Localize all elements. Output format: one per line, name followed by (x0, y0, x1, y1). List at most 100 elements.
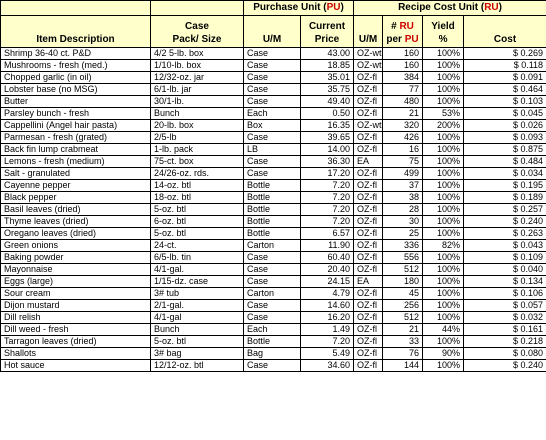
cost-cell[interactable]: $ 0.161 (463, 323, 546, 336)
ru-per-pu-cell[interactable]: 33 (382, 335, 424, 348)
current-price-cell[interactable]: 14.00 (299, 143, 355, 156)
ru-per-pu-cell[interactable]: 76 (382, 347, 424, 360)
ru-per-pu-cell[interactable]: 45 (382, 287, 424, 300)
um-purchase-cell[interactable]: Case (243, 59, 301, 72)
um-recipe-cell[interactable]: EA (353, 275, 384, 288)
um-recipe-cell[interactable]: OZ-fl (353, 203, 384, 216)
current-price-cell[interactable]: 7.20 (299, 335, 355, 348)
um-purchase-cell[interactable]: Bottle (243, 335, 301, 348)
current-price-cell[interactable]: 60.40 (299, 251, 355, 264)
cost-cell[interactable]: $ 0.080 (463, 347, 546, 360)
current-price-cell[interactable]: 0.50 (299, 107, 355, 120)
ru-per-pu-cell[interactable]: 499 (382, 167, 424, 180)
cost-cell[interactable]: $ 0.091 (463, 71, 546, 84)
cost-cell[interactable]: $ 0.189 (463, 191, 546, 204)
ru-per-pu-cell[interactable]: 480 (382, 95, 424, 108)
item-description-cell[interactable]: Salt - granulated (0, 167, 151, 180)
case-pack-cell[interactable]: 24/26-oz. rds. (150, 167, 244, 180)
item-description-cell[interactable]: Mushrooms - fresh (med.) (0, 59, 151, 72)
current-price-cell[interactable]: 7.20 (299, 203, 355, 216)
current-price-cell[interactable]: 5.49 (299, 347, 355, 360)
ru-per-pu-cell[interactable]: 75 (382, 155, 424, 168)
case-pack-header[interactable]: Case Pack/ Size (150, 15, 244, 48)
um-recipe-cell[interactable]: OZ-wt (353, 119, 384, 132)
ru-per-pu-cell[interactable]: 256 (382, 299, 424, 312)
item-description-cell[interactable]: Sour cream (0, 287, 151, 300)
header-blank-cell[interactable] (0, 0, 151, 16)
cost-cell[interactable]: $ 0.118 (463, 59, 546, 72)
um-purchase-cell[interactable]: Each (243, 323, 301, 336)
ru-per-pu-cell[interactable]: 512 (382, 311, 424, 324)
current-price-cell[interactable]: 6.57 (299, 227, 355, 240)
um-purchase-cell[interactable]: Case (243, 275, 301, 288)
ru-per-pu-cell[interactable]: 28 (382, 203, 424, 216)
yield-cell[interactable]: 53% (422, 107, 465, 120)
ru-per-pu-cell[interactable]: 384 (382, 71, 424, 84)
item-description-cell[interactable]: Shallots (0, 347, 151, 360)
case-pack-cell[interactable]: 3# tub (150, 287, 244, 300)
cost-cell[interactable]: $ 0.484 (463, 155, 546, 168)
case-pack-cell[interactable]: 1/15-dz. case (150, 275, 244, 288)
current-price-cell[interactable]: 43.00 (299, 47, 355, 60)
um-recipe-cell[interactable]: OZ-fl (353, 227, 384, 240)
yield-cell[interactable]: 100% (422, 299, 465, 312)
item-description-cell[interactable]: Green onions (0, 239, 151, 252)
item-description-cell[interactable]: Oregano leaves (dried) (0, 227, 151, 240)
case-pack-cell[interactable]: 30/1-lb. (150, 95, 244, 108)
um-purchase-cell[interactable]: Box (243, 119, 301, 132)
current-price-cell[interactable]: 1.49 (299, 323, 355, 336)
item-description-cell[interactable]: Mayonnaise (0, 263, 151, 276)
um-purchase-cell[interactable]: Bottle (243, 203, 301, 216)
item-description-cell[interactable]: Chopped garlic (in oil) (0, 71, 151, 84)
yield-cell[interactable]: 100% (422, 227, 465, 240)
um-purchase-cell[interactable]: Case (243, 251, 301, 264)
cost-cell[interactable]: $ 0.269 (463, 47, 546, 60)
um-purchase-cell[interactable]: Case (243, 155, 301, 168)
yield-cell[interactable]: 100% (422, 191, 465, 204)
current-price-cell[interactable]: 36.30 (299, 155, 355, 168)
um-purchase-cell[interactable]: Case (243, 311, 301, 324)
item-description-header[interactable]: Item Description (0, 15, 151, 48)
item-description-cell[interactable]: Cayenne pepper (0, 179, 151, 192)
cost-cell[interactable]: $ 0.134 (463, 275, 546, 288)
cost-cell[interactable]: $ 0.240 (463, 359, 546, 372)
ru-per-pu-cell[interactable]: 30 (382, 215, 424, 228)
ru-per-pu-cell[interactable]: 21 (382, 323, 424, 336)
um-purchase-cell[interactable]: Case (243, 359, 301, 372)
um-recipe-cell[interactable]: OZ-fl (353, 323, 384, 336)
item-description-cell[interactable]: Eggs (large) (0, 275, 151, 288)
current-price-cell[interactable]: 35.01 (299, 71, 355, 84)
current-price-cell[interactable]: 20.40 (299, 263, 355, 276)
item-description-cell[interactable]: Black pepper (0, 191, 151, 204)
case-pack-cell[interactable]: 5-oz. btl (150, 335, 244, 348)
um-recipe-cell[interactable]: OZ-fl (353, 299, 384, 312)
yield-cell[interactable]: 100% (422, 179, 465, 192)
item-description-cell[interactable]: Back fin lump crabmeat (0, 143, 151, 156)
case-pack-cell[interactable]: 24-ct. (150, 239, 244, 252)
current-price-cell[interactable]: 18.85 (299, 59, 355, 72)
um-recipe-cell[interactable]: OZ-fl (353, 215, 384, 228)
um-purchase-cell[interactable]: LB (243, 143, 301, 156)
yield-cell[interactable]: 100% (422, 95, 465, 108)
cost-cell[interactable]: $ 0.875 (463, 143, 546, 156)
cost-cell[interactable]: $ 0.195 (463, 179, 546, 192)
um-recipe-cell[interactable]: OZ-fl (353, 143, 384, 156)
um-recipe-cell[interactable]: OZ-fl (353, 263, 384, 276)
ru-per-pu-cell[interactable]: 16 (382, 143, 424, 156)
case-pack-cell[interactable]: 6-oz. btl (150, 215, 244, 228)
yield-cell[interactable]: 200% (422, 119, 465, 132)
cost-cell[interactable]: $ 0.103 (463, 95, 546, 108)
yield-cell[interactable]: 100% (422, 143, 465, 156)
um-purchase-cell[interactable]: Bottle (243, 191, 301, 204)
current-price-cell[interactable]: 16.35 (299, 119, 355, 132)
um-purchase-cell[interactable]: Case (243, 263, 301, 276)
cost-cell[interactable]: $ 0.464 (463, 83, 546, 96)
case-pack-cell[interactable]: 4/2 5-lb. box (150, 47, 244, 60)
um-recipe-cell[interactable]: OZ-fl (353, 347, 384, 360)
case-pack-cell[interactable]: 2/5-lb (150, 131, 244, 144)
ru-per-pu-cell[interactable]: 180 (382, 275, 424, 288)
case-pack-cell[interactable]: 2/1-gal. (150, 299, 244, 312)
case-pack-cell[interactable]: 14-oz. btl (150, 179, 244, 192)
item-description-cell[interactable]: Tarragon leaves (dried) (0, 335, 151, 348)
item-description-cell[interactable]: Thyme leaves (dried) (0, 215, 151, 228)
